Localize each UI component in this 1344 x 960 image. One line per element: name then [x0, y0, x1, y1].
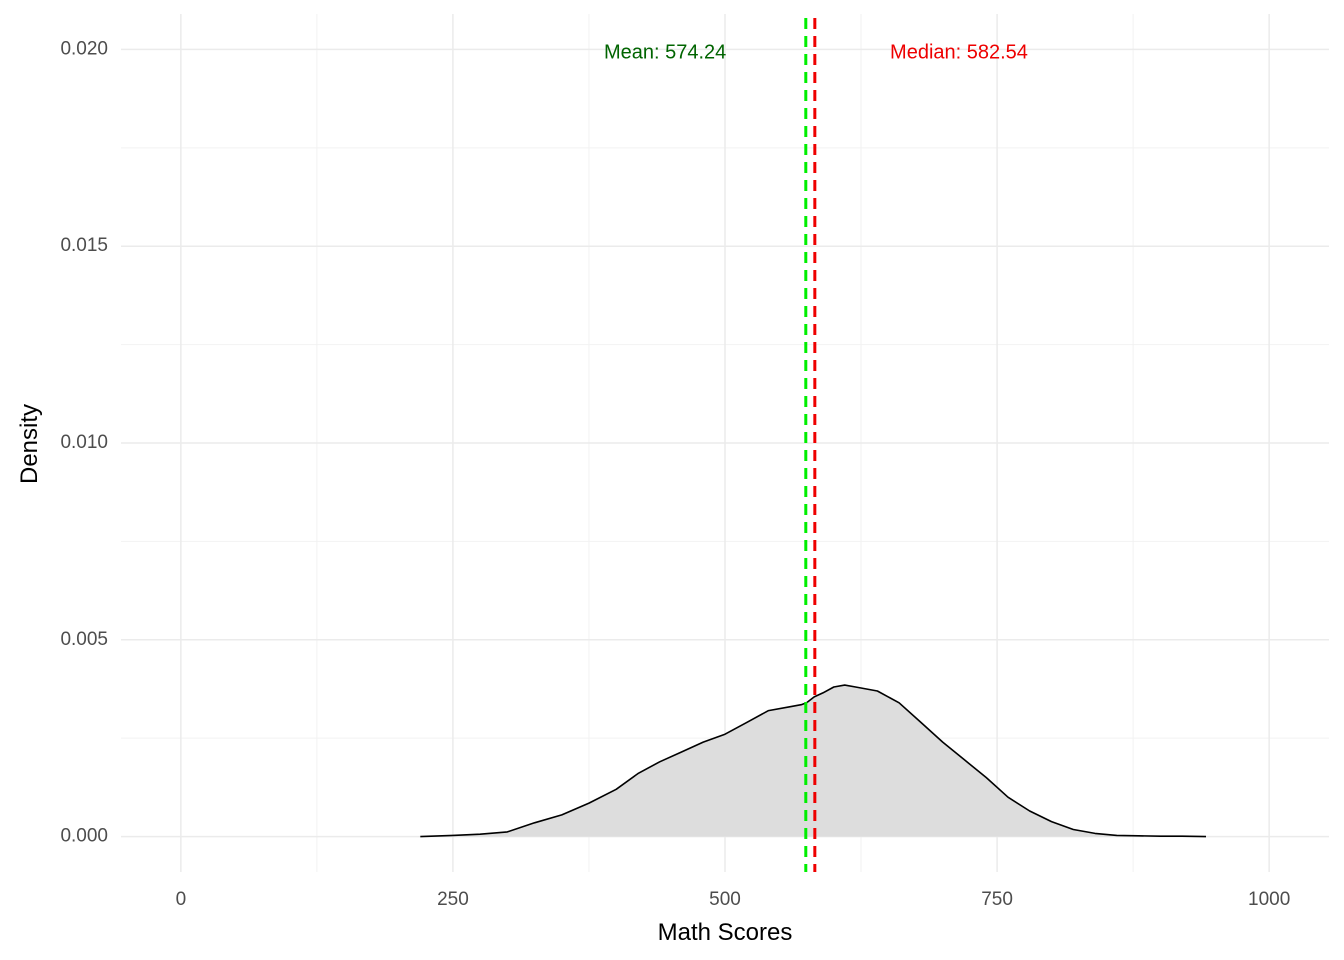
reference-lines — [804, 18, 817, 872]
y-axis-title: Density — [16, 404, 43, 484]
x-tick-label: 250 — [437, 889, 469, 910]
y-tick-label: 0.015 — [60, 235, 108, 256]
density-layer — [420, 684, 1207, 838]
x-tick-label: 1000 — [1248, 889, 1290, 910]
x-axis-ticks: 0 250 500 750 1000 — [176, 889, 1291, 910]
x-tick-label: 750 — [981, 889, 1013, 910]
y-axis-ticks: 0.000 0.005 0.010 0.015 0.020 — [60, 38, 108, 846]
x-tick-label: 0 — [176, 889, 187, 910]
mean-label: Mean: 574.24 — [604, 42, 726, 64]
x-tick-label: 500 — [709, 889, 741, 910]
y-tick-label: 0.000 — [60, 826, 108, 847]
y-tick-label: 0.010 — [60, 432, 108, 453]
y-tick-label: 0.005 — [60, 629, 108, 650]
y-tick-label: 0.020 — [60, 38, 108, 59]
density-area — [420, 685, 1206, 837]
x-axis-title: Math Scores — [658, 919, 793, 946]
density-line — [420, 684, 1207, 838]
annotations: Mean: 574.24 Median: 582.54 — [604, 42, 1028, 64]
median-label: Median: 582.54 — [890, 42, 1028, 64]
